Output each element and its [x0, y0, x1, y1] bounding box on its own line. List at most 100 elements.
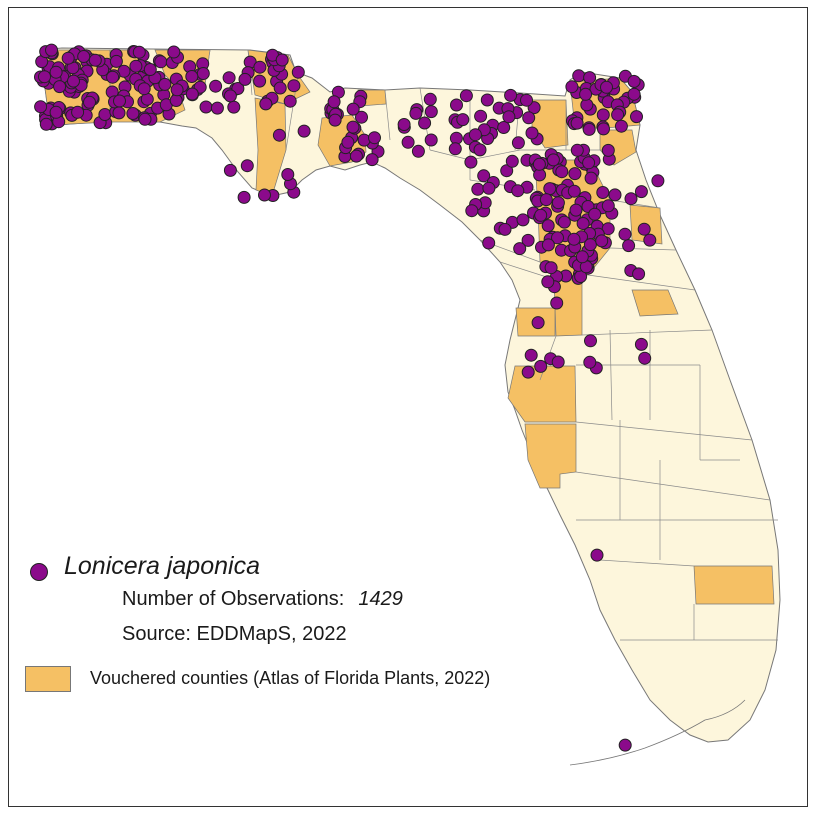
observation-point [583, 71, 597, 85]
observation-point [498, 222, 512, 236]
observation-point [259, 97, 273, 111]
observation-point [534, 208, 548, 222]
observation-point [531, 316, 545, 330]
observation-point [627, 74, 641, 88]
observation-points [34, 43, 665, 752]
observation-point [113, 94, 126, 108]
observation-point [253, 60, 267, 74]
legend-observations-count: 1429 [358, 588, 403, 610]
observation-point [328, 113, 342, 127]
legend-species-marker [30, 563, 48, 581]
observation-point [473, 143, 487, 157]
legend-observations-row: Number of Observations: 1429 [122, 588, 403, 611]
observation-point [505, 154, 519, 168]
observation-point [541, 219, 555, 233]
observation-point [541, 238, 555, 252]
observation-point [459, 89, 473, 103]
observation-point [614, 119, 628, 133]
observation-point [541, 275, 555, 289]
observation-point [601, 143, 615, 157]
observation-point [409, 106, 423, 120]
observation-point [550, 296, 564, 310]
observation-point [477, 169, 491, 183]
observation-point [423, 92, 437, 106]
observation-point [88, 53, 102, 67]
florida-keys [569, 699, 746, 766]
observation-point [158, 77, 172, 91]
observation-point [544, 261, 558, 275]
observation-point [448, 142, 462, 156]
observation-point [582, 122, 596, 136]
observation-point [500, 164, 514, 178]
observation-point [341, 135, 355, 149]
observation-point [570, 116, 584, 130]
observation-point [627, 87, 641, 101]
observation-point [543, 182, 557, 196]
observation-point [630, 110, 643, 124]
observation-point [143, 63, 157, 76]
observation-point [77, 50, 91, 63]
observation-point [618, 738, 632, 752]
observation-point [327, 95, 341, 109]
observation-point [185, 87, 199, 101]
observation-point [401, 135, 415, 149]
observation-point [283, 94, 297, 108]
observation-point [170, 83, 184, 97]
observation-point [608, 188, 622, 202]
observation-point [349, 149, 363, 163]
observation-point [132, 45, 146, 59]
vouchered-county [631, 289, 679, 317]
legend-observations-label: Number of Observations: [122, 588, 345, 610]
observation-point [565, 80, 579, 94]
observation-point [601, 199, 615, 213]
observation-point [167, 45, 181, 59]
observation-point [651, 174, 665, 188]
observation-point [521, 365, 535, 379]
observation-point [365, 153, 379, 167]
observation-point [567, 184, 581, 198]
observation-point [534, 359, 548, 373]
observation-point [551, 231, 564, 245]
observation-point [480, 93, 494, 107]
observation-point [513, 242, 527, 256]
observation-point [583, 238, 597, 252]
observation-point [502, 110, 516, 124]
observation-point [355, 110, 368, 124]
observation-point [465, 204, 479, 218]
observation-point [524, 348, 538, 362]
observation-point [580, 98, 594, 112]
observation-point [209, 79, 223, 93]
observation-point [258, 188, 271, 202]
observation-point [471, 182, 485, 196]
observation-point [346, 120, 360, 134]
observation-point [539, 193, 553, 207]
observation-point [424, 105, 438, 119]
observation-point [196, 67, 210, 80]
legend-vouchered-swatch [25, 666, 71, 692]
observation-point [34, 100, 48, 114]
legend-species-name: Lonicera japonica [64, 552, 260, 580]
observation-point [297, 124, 311, 138]
observation-point [611, 108, 625, 122]
vouchered-county [524, 423, 577, 489]
vouchered-county [507, 365, 577, 423]
observation-point [482, 181, 496, 195]
legend-source: Source: EDDMapS, 2022 [122, 623, 347, 645]
observation-point [551, 355, 565, 369]
observation-point [38, 70, 51, 84]
observation-point [61, 51, 75, 65]
observation-point [525, 126, 539, 140]
observation-point [83, 95, 96, 109]
observation-point [532, 157, 546, 171]
observation-point [557, 215, 571, 229]
observation-point [590, 548, 604, 562]
observation-point [579, 87, 593, 101]
observation-point [569, 203, 583, 217]
observation-point [253, 74, 267, 88]
observation-point [497, 121, 511, 134]
observation-point [474, 109, 488, 123]
observation-point [273, 81, 287, 95]
observation-point [154, 55, 168, 69]
observation-point [567, 232, 581, 246]
observation-point [601, 222, 615, 236]
